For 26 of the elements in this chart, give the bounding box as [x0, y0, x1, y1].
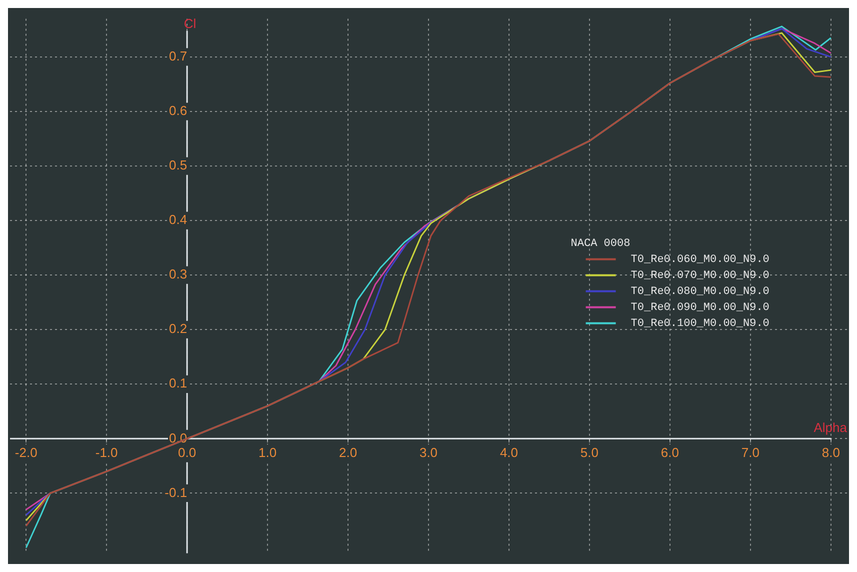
legend-label: T0_Re0.070_M0.00_N9.0	[630, 270, 770, 282]
x-tick-label: 8.0	[822, 445, 840, 460]
x-tick-label: 7.0	[741, 445, 760, 460]
x-tick-label: 1.0	[258, 445, 277, 460]
y-tick-label: 0.6	[168, 103, 188, 118]
x-tick-label: -2.0	[14, 445, 38, 460]
y-tick-label: 0.4	[168, 212, 188, 228]
y-tick-label: -0.1	[164, 484, 188, 500]
legend-label: T0_Re0.060_M0.00_N9.0	[630, 254, 770, 266]
x-tick-label: 5.0	[580, 445, 598, 460]
x-tick-label: 3.0	[419, 445, 438, 460]
x-axis-title: Alpha	[814, 420, 848, 435]
y-axis-title: Cl	[184, 16, 196, 31]
legend-label: T0_Re0.080_M0.00_N9.0	[630, 286, 770, 298]
x-tick-label: 4.0	[500, 445, 518, 460]
x-tick-label: 2.0	[338, 445, 358, 460]
y-tick-label: 0.2	[168, 321, 188, 336]
y-tick-label: 0.5	[168, 158, 188, 173]
legend-title: NACA 0008	[570, 238, 630, 250]
y-tick-label: 0.1	[168, 376, 188, 391]
legend-label: T0_Re0.100_M0.00_N9.0	[630, 318, 770, 330]
y-tick-label: 0.7	[168, 48, 188, 64]
x-tick-label: -1.0	[95, 445, 118, 460]
legend-label: T0_Re0.090_M0.00_N9.0	[630, 302, 770, 314]
x-tick-label: 6.0	[660, 445, 679, 460]
y-tick-label: 0.3	[168, 266, 188, 282]
